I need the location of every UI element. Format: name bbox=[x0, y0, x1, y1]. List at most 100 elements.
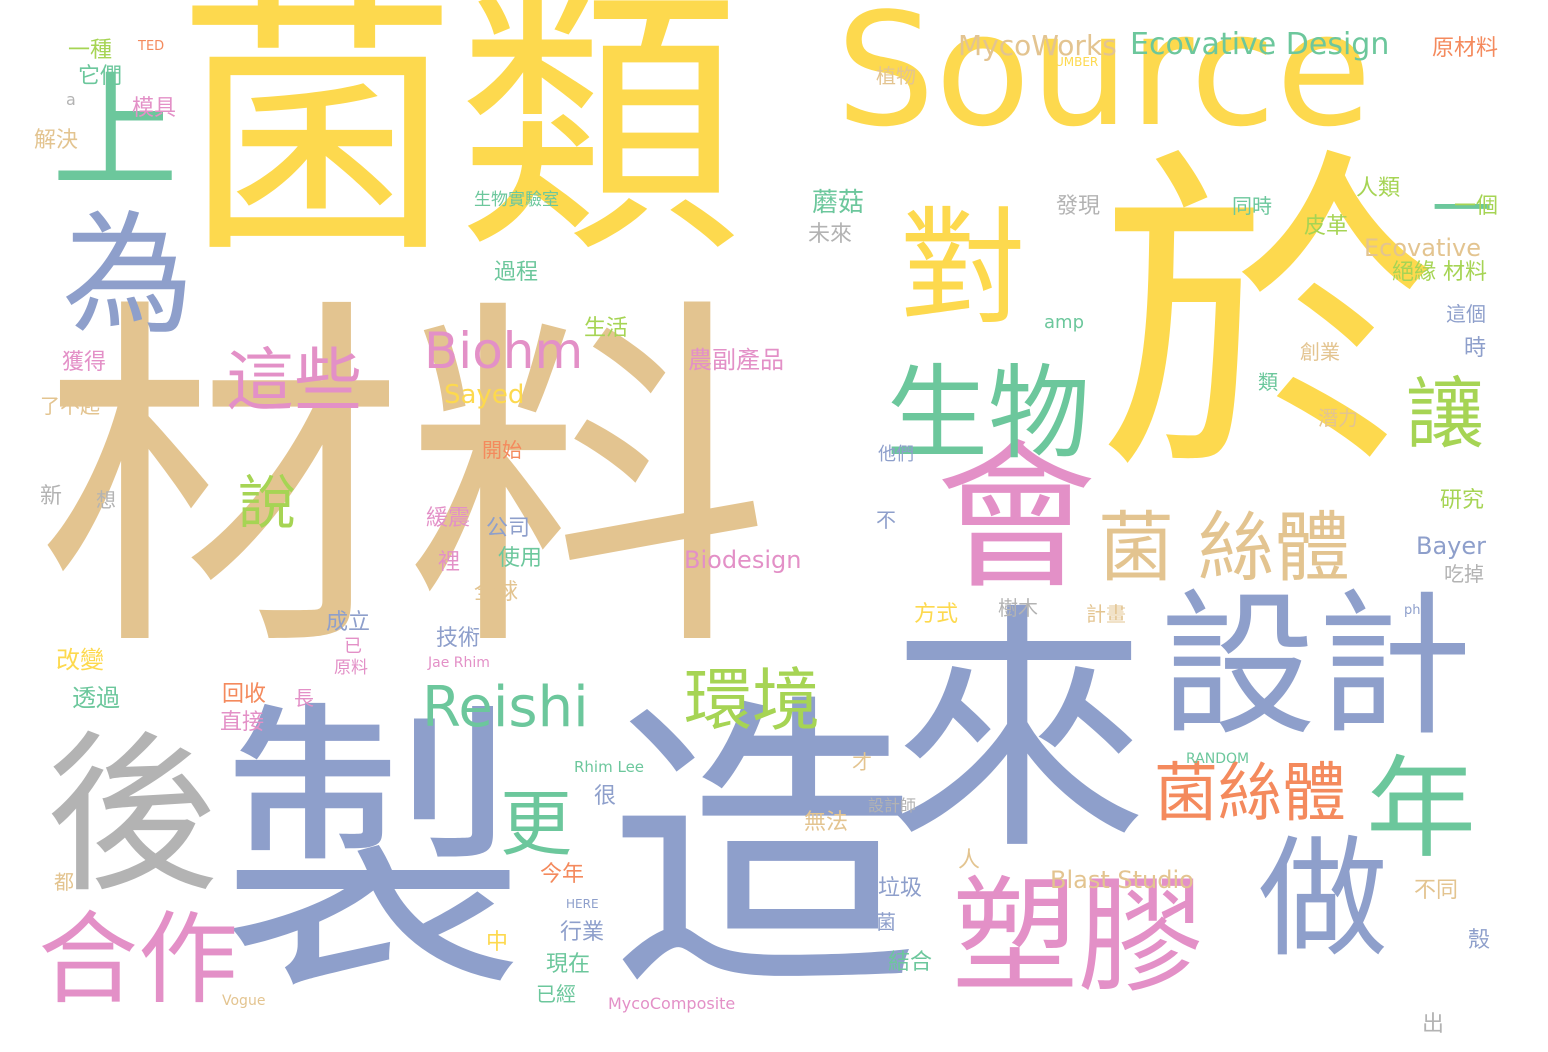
word-才: 才 bbox=[852, 752, 872, 772]
word-透過: 透過 bbox=[72, 686, 120, 710]
word-菌絲體: 菌絲體 bbox=[1154, 762, 1346, 826]
word-很: 很 bbox=[594, 786, 616, 808]
word-a: a bbox=[66, 92, 76, 108]
word-rhim-lee: Rhim Lee bbox=[574, 760, 644, 775]
word-同時: 同時 bbox=[1232, 196, 1272, 216]
word-設計師: 設計師 bbox=[868, 798, 916, 814]
word-現在: 現在 bbox=[546, 954, 590, 976]
word-殼: 殼 bbox=[1468, 930, 1490, 952]
word-ecovative: Ecovative bbox=[1364, 236, 1481, 260]
word-已: 已 bbox=[344, 638, 362, 656]
word-解決: 解決 bbox=[34, 130, 78, 152]
word-回收: 回收 bbox=[222, 684, 266, 706]
word-製: 製 bbox=[220, 702, 526, 1008]
word-中: 中 bbox=[486, 932, 508, 954]
word-菌類: 菌類 bbox=[176, 0, 740, 268]
word-一種: 一種 bbox=[68, 40, 112, 62]
word-生活: 生活 bbox=[584, 318, 628, 340]
word-使用: 使用 bbox=[498, 548, 542, 570]
word-改變: 改變 bbox=[56, 648, 104, 672]
word-他們: 他們 bbox=[878, 446, 914, 464]
word-為: 為 bbox=[62, 210, 194, 342]
word-年: 年 bbox=[1366, 754, 1476, 864]
word-原材料: 原材料 bbox=[1432, 38, 1498, 60]
word-想: 想 bbox=[96, 490, 116, 510]
word-環境: 環境 bbox=[684, 668, 820, 736]
word-垃圾: 垃圾 bbox=[878, 878, 922, 900]
word-無法: 無法 bbox=[804, 812, 848, 834]
word-造: 造 bbox=[608, 696, 918, 1006]
word-說: 說 bbox=[238, 474, 296, 532]
word-已經: 已經 bbox=[536, 984, 576, 1004]
word-amp: amp bbox=[1044, 314, 1084, 332]
word-菌: 菌 bbox=[876, 912, 896, 932]
word-對: 對 bbox=[900, 206, 1026, 332]
word-biodesign: Biodesign bbox=[684, 548, 801, 572]
word-不同: 不同 bbox=[1414, 880, 1458, 902]
word-讓: 讓 bbox=[1406, 376, 1484, 454]
word-蘑菇: 蘑菇 bbox=[812, 190, 864, 216]
word-行業: 行業 bbox=[560, 922, 604, 944]
word-今年: 今年 bbox=[540, 864, 584, 886]
word-jae-rhim: Jae Rhim bbox=[428, 656, 490, 670]
word-方式: 方式 bbox=[914, 604, 958, 626]
word-php: php bbox=[1404, 604, 1429, 617]
word-獲得: 獲得 bbox=[62, 352, 106, 374]
word-裡: 裡 bbox=[438, 552, 460, 574]
word-都: 都 bbox=[54, 872, 74, 892]
word-時: 時 bbox=[1464, 338, 1486, 360]
word-生物: 生物 bbox=[886, 364, 1090, 466]
word-緩震: 緩震 bbox=[426, 508, 470, 530]
word-reishi: Reishi bbox=[422, 680, 589, 736]
word-樹木: 樹木 bbox=[998, 598, 1038, 618]
word-random: RANDOM bbox=[1186, 752, 1249, 766]
word-開始: 開始 bbox=[482, 440, 522, 460]
word-來: 來 bbox=[888, 604, 1148, 864]
word-公司: 公司 bbox=[486, 518, 530, 540]
word-皮革: 皮革 bbox=[1304, 216, 1348, 238]
word-過程: 過程 bbox=[494, 262, 538, 284]
word-合作: 合作 bbox=[38, 910, 238, 1010]
word-成立: 成立 bbox=[326, 612, 370, 634]
word-全球: 全球 bbox=[474, 582, 518, 604]
word-人類: 人類 bbox=[1356, 178, 1400, 200]
word-長: 長 bbox=[294, 688, 314, 708]
word-mycocomposite: MycoComposite bbox=[608, 996, 735, 1012]
word-發現: 發現 bbox=[1056, 196, 1100, 218]
word-結合: 結合 bbox=[888, 952, 932, 974]
word-了不起: 了不起 bbox=[40, 396, 100, 416]
word-sayed: Sayed bbox=[444, 382, 524, 408]
word-這些: 這些 bbox=[226, 348, 362, 416]
word-不: 不 bbox=[876, 510, 896, 530]
word-biohm: Biohm bbox=[424, 326, 583, 376]
word-菌絲體-spaced: 菌 絲體 bbox=[1098, 510, 1350, 586]
word-blast-studio: Blast Studio bbox=[1050, 868, 1194, 892]
word-bayer: Bayer bbox=[1416, 534, 1486, 558]
word-植物: 植物 bbox=[876, 66, 916, 86]
word-生物實驗室: 生物實驗室 bbox=[474, 192, 559, 209]
word-絕緣-材料: 絕緣 材料 bbox=[1392, 262, 1487, 284]
word-number: NUMBER bbox=[1046, 56, 1098, 68]
word-here: HERE bbox=[566, 898, 599, 910]
word-模具: 模具 bbox=[132, 98, 176, 120]
word-出: 出 bbox=[1422, 1014, 1444, 1036]
word-vogue: Vogue bbox=[222, 994, 265, 1008]
word-吃掉: 吃掉 bbox=[1444, 564, 1484, 584]
word-人: 人 bbox=[958, 850, 980, 872]
word-原料: 原料 bbox=[334, 660, 368, 677]
word-新: 新 bbox=[40, 486, 62, 508]
word-未來: 未來 bbox=[808, 224, 852, 246]
word-創業: 創業 bbox=[1300, 342, 1340, 362]
word-技術: 技術 bbox=[436, 628, 480, 650]
word-材料: 材料 bbox=[38, 300, 770, 666]
word-農副產品: 農副產品 bbox=[688, 348, 784, 372]
word-它們: 它們 bbox=[78, 66, 122, 88]
word-計畫: 計畫 bbox=[1086, 604, 1126, 624]
word-潛力: 潛力 bbox=[1318, 408, 1358, 428]
word-直接: 直接 bbox=[220, 712, 264, 734]
word-類: 類 bbox=[1258, 372, 1278, 392]
word-ecovative-design: Ecovative Design bbox=[1130, 30, 1389, 60]
word-研究: 研究 bbox=[1440, 490, 1484, 512]
word-一個: 一個 bbox=[1454, 196, 1498, 218]
